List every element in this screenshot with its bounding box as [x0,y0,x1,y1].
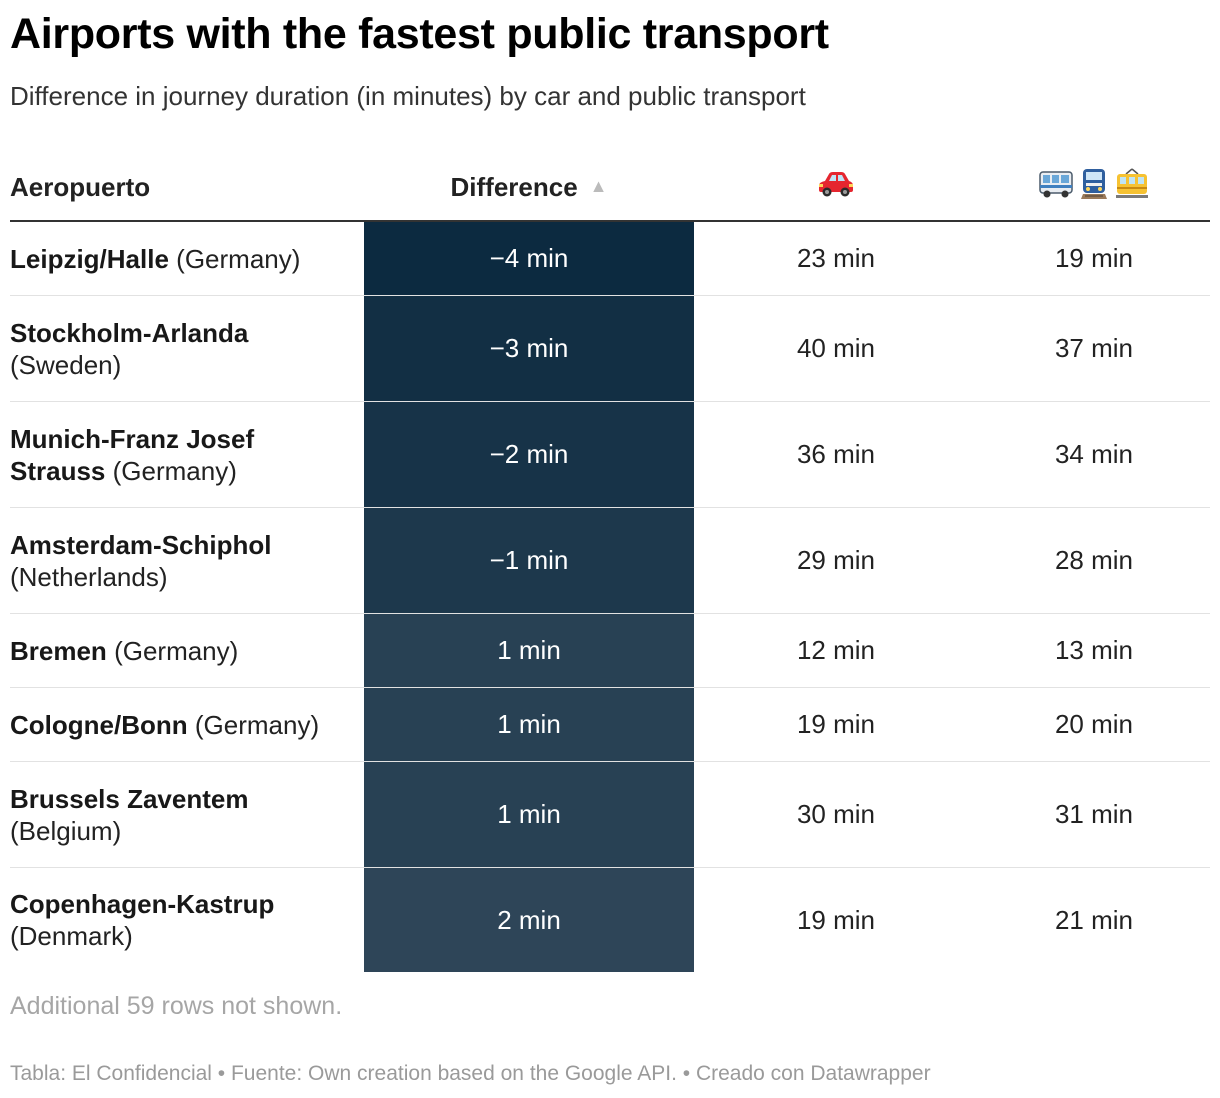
airport-cell: Munich-Franz Josef Strauss (Germany) [10,402,350,507]
header-public-transport[interactable] [978,168,1210,207]
airport-country: (Germany) [176,243,301,274]
public-transport-duration-cell: 31 min [978,762,1210,867]
chart-subtitle: Difference in journey duration (in minut… [10,81,806,111]
difference-value: 1 min [497,799,561,829]
airport-country: (Germany) [112,455,237,486]
airport-cell: Leipzig/Halle (Germany) [10,222,350,295]
car-duration: 40 min [796,333,876,363]
difference-cell: 1 min [364,762,694,867]
car-duration: 36 min [796,439,876,469]
public-transport-duration-cell: 19 min [978,222,1210,295]
airport-country: (Netherlands) [10,561,168,592]
table-row: Copenhagen-Kastrup (Denmark) 2 min 19 min… [10,868,1210,972]
car-duration: 19 min [796,709,876,739]
airport-country: (Denmark) [10,921,133,951]
airport-cell: Cologne/Bonn (Germany) [10,688,350,761]
difference-cell: 2 min [364,868,694,972]
airport-cell: Stockholm-Arlanda (Sweden) [10,296,350,401]
table-row: Munich-Franz Josef Strauss (Germany) −2 … [10,402,1210,508]
header-difference-label: Difference [450,172,578,202]
car-duration: 23 min [796,243,876,273]
public-transport-duration: 34 min [1054,439,1134,469]
chart-title: Airports with the fastest public transpo… [10,10,829,58]
airport-country: (Germany) [114,635,239,666]
car-duration-cell: 29 min [694,508,978,613]
difference-cell: 1 min [364,614,694,687]
rows-hidden-note: Additional 59 rows not shown. [10,992,343,1020]
public-transport-duration: 20 min [1054,709,1134,739]
difference-value: −4 min [489,243,569,273]
difference-value: 1 min [497,709,561,739]
header-difference[interactable]: Difference ▲ [364,172,694,203]
difference-cell: −3 min [364,296,694,401]
public-transport-duration: 28 min [1054,545,1134,575]
public-transport-duration: 13 min [1054,635,1134,665]
car-duration: 12 min [796,635,876,665]
table-row: Bremen (Germany) 1 min 12 min 13 min [10,614,1210,688]
sort-ascending-icon: ▲ [589,176,608,196]
public-transport-duration-cell: 28 min [978,508,1210,613]
car-duration-cell: 23 min [694,222,978,295]
airport-country: (Belgium) [10,815,122,846]
difference-value: −1 min [489,545,569,575]
car-duration-cell: 19 min [694,868,978,972]
public-transport-duration-cell: 13 min [978,614,1210,687]
difference-value: 2 min [497,904,561,935]
airport-name: Cologne/Bonn [10,709,188,740]
car-duration: 30 min [796,799,876,829]
car-duration-cell: 19 min [694,688,978,761]
table-header: Aeropuerto Difference ▲ [10,150,1210,222]
airport-name: Brussels Zaventem [10,783,249,814]
public-transport-duration: 19 min [1054,243,1134,273]
public-transport-duration: 21 min [1054,904,1134,935]
table-row: Brussels Zaventem (Belgium) 1 min 30 min … [10,762,1210,868]
difference-value: 1 min [497,635,561,665]
airport-name: Amsterdam-Schiphol [10,529,272,560]
airport-cell: Copenhagen-Kastrup (Denmark) [10,868,350,972]
airport-cell: Amsterdam-Schiphol (Netherlands) [10,508,350,613]
difference-cell: −1 min [364,508,694,613]
airport-name: Leipzig/Halle [10,243,169,274]
airport-name: Bremen [10,635,107,666]
car-duration: 19 min [796,904,876,935]
public-transport-duration-cell: 20 min [978,688,1210,761]
public-transport-duration: 37 min [1054,333,1134,363]
source-footer: Tabla: El Confidencial • Fuente: Own cre… [10,1062,931,1085]
table-row: Cologne/Bonn (Germany) 1 min 19 min 20 m… [10,688,1210,762]
car-duration: 29 min [796,545,876,575]
car-icon [818,171,854,204]
airport-country: (Germany) [194,709,320,740]
car-duration-cell: 30 min [694,762,978,867]
bus-icon [1039,169,1073,206]
table-body: Leipzig/Halle (Germany) −4 min 23 min 19… [10,222,1210,972]
public-transport-duration-cell: 37 min [978,296,1210,401]
table-row: Stockholm-Arlanda (Sweden) −3 min 40 min … [10,296,1210,402]
header-airport[interactable]: Aeropuerto [10,172,151,202]
car-duration-cell: 12 min [694,614,978,687]
table-row: Amsterdam-Schiphol (Netherlands) −1 min 2… [10,508,1210,614]
airport-name: Munich-Franz Josef Strauss [10,423,255,486]
airport-cell: Brussels Zaventem (Belgium) [10,762,350,867]
train-icon [1080,168,1108,207]
public-transport-duration-cell: 21 min [978,868,1210,972]
table-row: Leipzig/Halle (Germany) −4 min 23 min 19… [10,222,1210,296]
airport-cell: Bremen (Germany) [10,614,350,687]
public-transport-duration-cell: 34 min [978,402,1210,507]
airport-name: Stockholm-Arlanda [10,317,249,348]
airport-country: (Sweden) [10,349,122,380]
difference-cell: −4 min [364,222,694,295]
airport-name: Copenhagen-Kastrup [10,889,275,919]
difference-value: −3 min [489,333,569,363]
public-transport-duration: 31 min [1054,799,1134,829]
car-duration-cell: 36 min [694,402,978,507]
car-duration-cell: 40 min [694,296,978,401]
difference-cell: −2 min [364,402,694,507]
tram-icon [1115,168,1149,207]
difference-cell: 1 min [364,688,694,761]
header-car[interactable] [694,170,978,204]
difference-value: −2 min [489,439,569,469]
